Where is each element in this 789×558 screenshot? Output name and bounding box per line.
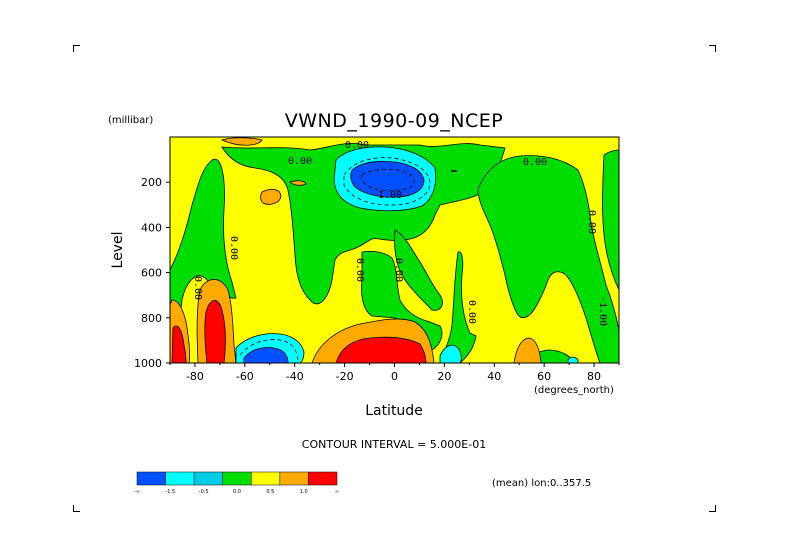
- contour-region-above-1p0: [204, 300, 226, 363]
- colorbar-tick-label: 0.0: [233, 489, 241, 495]
- x-tick-label: 20: [437, 370, 451, 383]
- contour-label: 0.00: [354, 258, 365, 282]
- x-tick-label: -60: [236, 370, 254, 383]
- plot-area: [170, 137, 619, 363]
- colorbar-tick-label: 0.5: [266, 489, 274, 495]
- x-tick-label: 80: [587, 370, 601, 383]
- colorbar: -∞ -1.5 -0.5 0.0 0.5 1.0 ∞: [134, 471, 339, 495]
- crop-mark-bottom-left: [73, 505, 80, 512]
- contour-region-above-1p0: [171, 325, 187, 363]
- contour-region-neg-0p5-to-0: [394, 229, 443, 311]
- colorbar-tick-label: -1.5: [165, 489, 175, 495]
- x-tick-label: -40: [286, 370, 304, 383]
- contour-region-neg-1p0-to-neg-0p5: [439, 344, 462, 363]
- y-tick-label: 400: [141, 221, 162, 234]
- chart-title: VWND_1990-09_NCEP: [285, 110, 503, 132]
- contour-label: -1.00: [597, 296, 608, 326]
- y-tick-label: 800: [141, 312, 162, 325]
- colorbar-swatch: [279, 471, 309, 486]
- contour-region-below-neg-1p0: [243, 347, 289, 363]
- x-tick-label: -20: [336, 370, 354, 383]
- x-tick-label: 0: [391, 370, 398, 383]
- contour-region-below-neg-1p0: [350, 160, 425, 198]
- contour-region-neg-0p5-to-0: [477, 155, 619, 363]
- colorbar-swatch: [165, 471, 195, 486]
- x-axis: -80 -60 -40 -20 0 20 40 60 80: [169, 363, 620, 383]
- contour-label: 0.00: [288, 156, 312, 167]
- colorbar-swatch: [136, 471, 166, 486]
- contour-region-neg-0p5-to-0: [361, 250, 443, 351]
- contour-label: 0.00: [523, 157, 547, 168]
- crop-mark-top-left: [73, 45, 80, 52]
- negative-contour-line: [343, 157, 431, 206]
- x-units-label: (degrees_north): [534, 385, 614, 396]
- contour-label: 0.00: [466, 300, 477, 324]
- contour-region-above-1p0: [335, 336, 427, 363]
- colorbar-tick-label: 1.0: [300, 489, 308, 495]
- colorbar-swatch: [308, 471, 338, 486]
- contour-interval-text: CONTOUR INTERVAL = 5.000E-01: [302, 438, 486, 451]
- contour-label: 0.00: [393, 258, 404, 282]
- colorbar-swatch: [193, 471, 223, 486]
- x-tick-label: 60: [537, 370, 551, 383]
- x-tick-label: 40: [487, 370, 501, 383]
- contour-labels: 0.00 0.00 -1.00 0.00 0.00 0.00 0.00 0.00…: [192, 140, 608, 326]
- x-axis-label: Latitude: [365, 403, 423, 419]
- contour-region-neg-0p5-to-0: [170, 158, 237, 337]
- colorbar-swatch: [222, 471, 252, 486]
- contour-region-neg-0p5-to-0: [602, 149, 619, 291]
- crop-mark-top-right: [709, 45, 716, 52]
- contour-label: 0.00: [228, 236, 239, 260]
- crop-mark-bottom-right: [709, 505, 716, 512]
- colorbar-tick-label: -∞: [134, 489, 140, 495]
- y-axis: 200 400 600 800 1000: [134, 176, 170, 370]
- negative-contour-line: [361, 168, 415, 192]
- contour-label: 0.00: [345, 140, 369, 151]
- contour-region-0p5-to-1p0: [220, 137, 263, 146]
- colorbar-swatch: [251, 471, 281, 486]
- contour-label: 0.00: [192, 276, 203, 300]
- y-units-label: (millibar): [108, 115, 153, 126]
- contour-region-0p5-to-1p0: [289, 180, 307, 186]
- contour-region-0p5-to-1p0: [513, 337, 542, 363]
- subset-text: (mean) lon:0..357.5: [492, 478, 591, 489]
- contour-region-0p5-to-1p0: [260, 188, 282, 205]
- contour-label: 0.00: [586, 210, 597, 234]
- negative-contour-line: [239, 339, 299, 363]
- y-tick-label: 1000: [134, 357, 162, 370]
- colorbar-tick-label: -0.5: [199, 489, 209, 495]
- x-tick-label: -80: [186, 370, 204, 383]
- y-tick-label: 200: [141, 176, 162, 189]
- colorbar-tick-label: ∞: [335, 489, 339, 495]
- contour-region-neg-0p5-to-0: [439, 251, 477, 363]
- contour-label: -1.00: [372, 190, 402, 201]
- y-tick-label: 600: [141, 267, 162, 280]
- y-axis-label: Level: [110, 232, 126, 269]
